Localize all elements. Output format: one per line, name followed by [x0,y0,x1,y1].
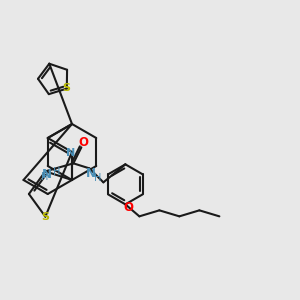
Text: H: H [94,173,101,183]
Text: N: N [42,169,52,182]
Text: N: N [86,167,96,180]
Text: O: O [123,201,134,214]
Text: H: H [53,167,60,177]
Text: S: S [41,212,50,222]
Text: O: O [78,136,88,149]
Text: N: N [66,148,76,158]
Text: H: H [41,172,48,182]
Text: S: S [62,82,70,93]
